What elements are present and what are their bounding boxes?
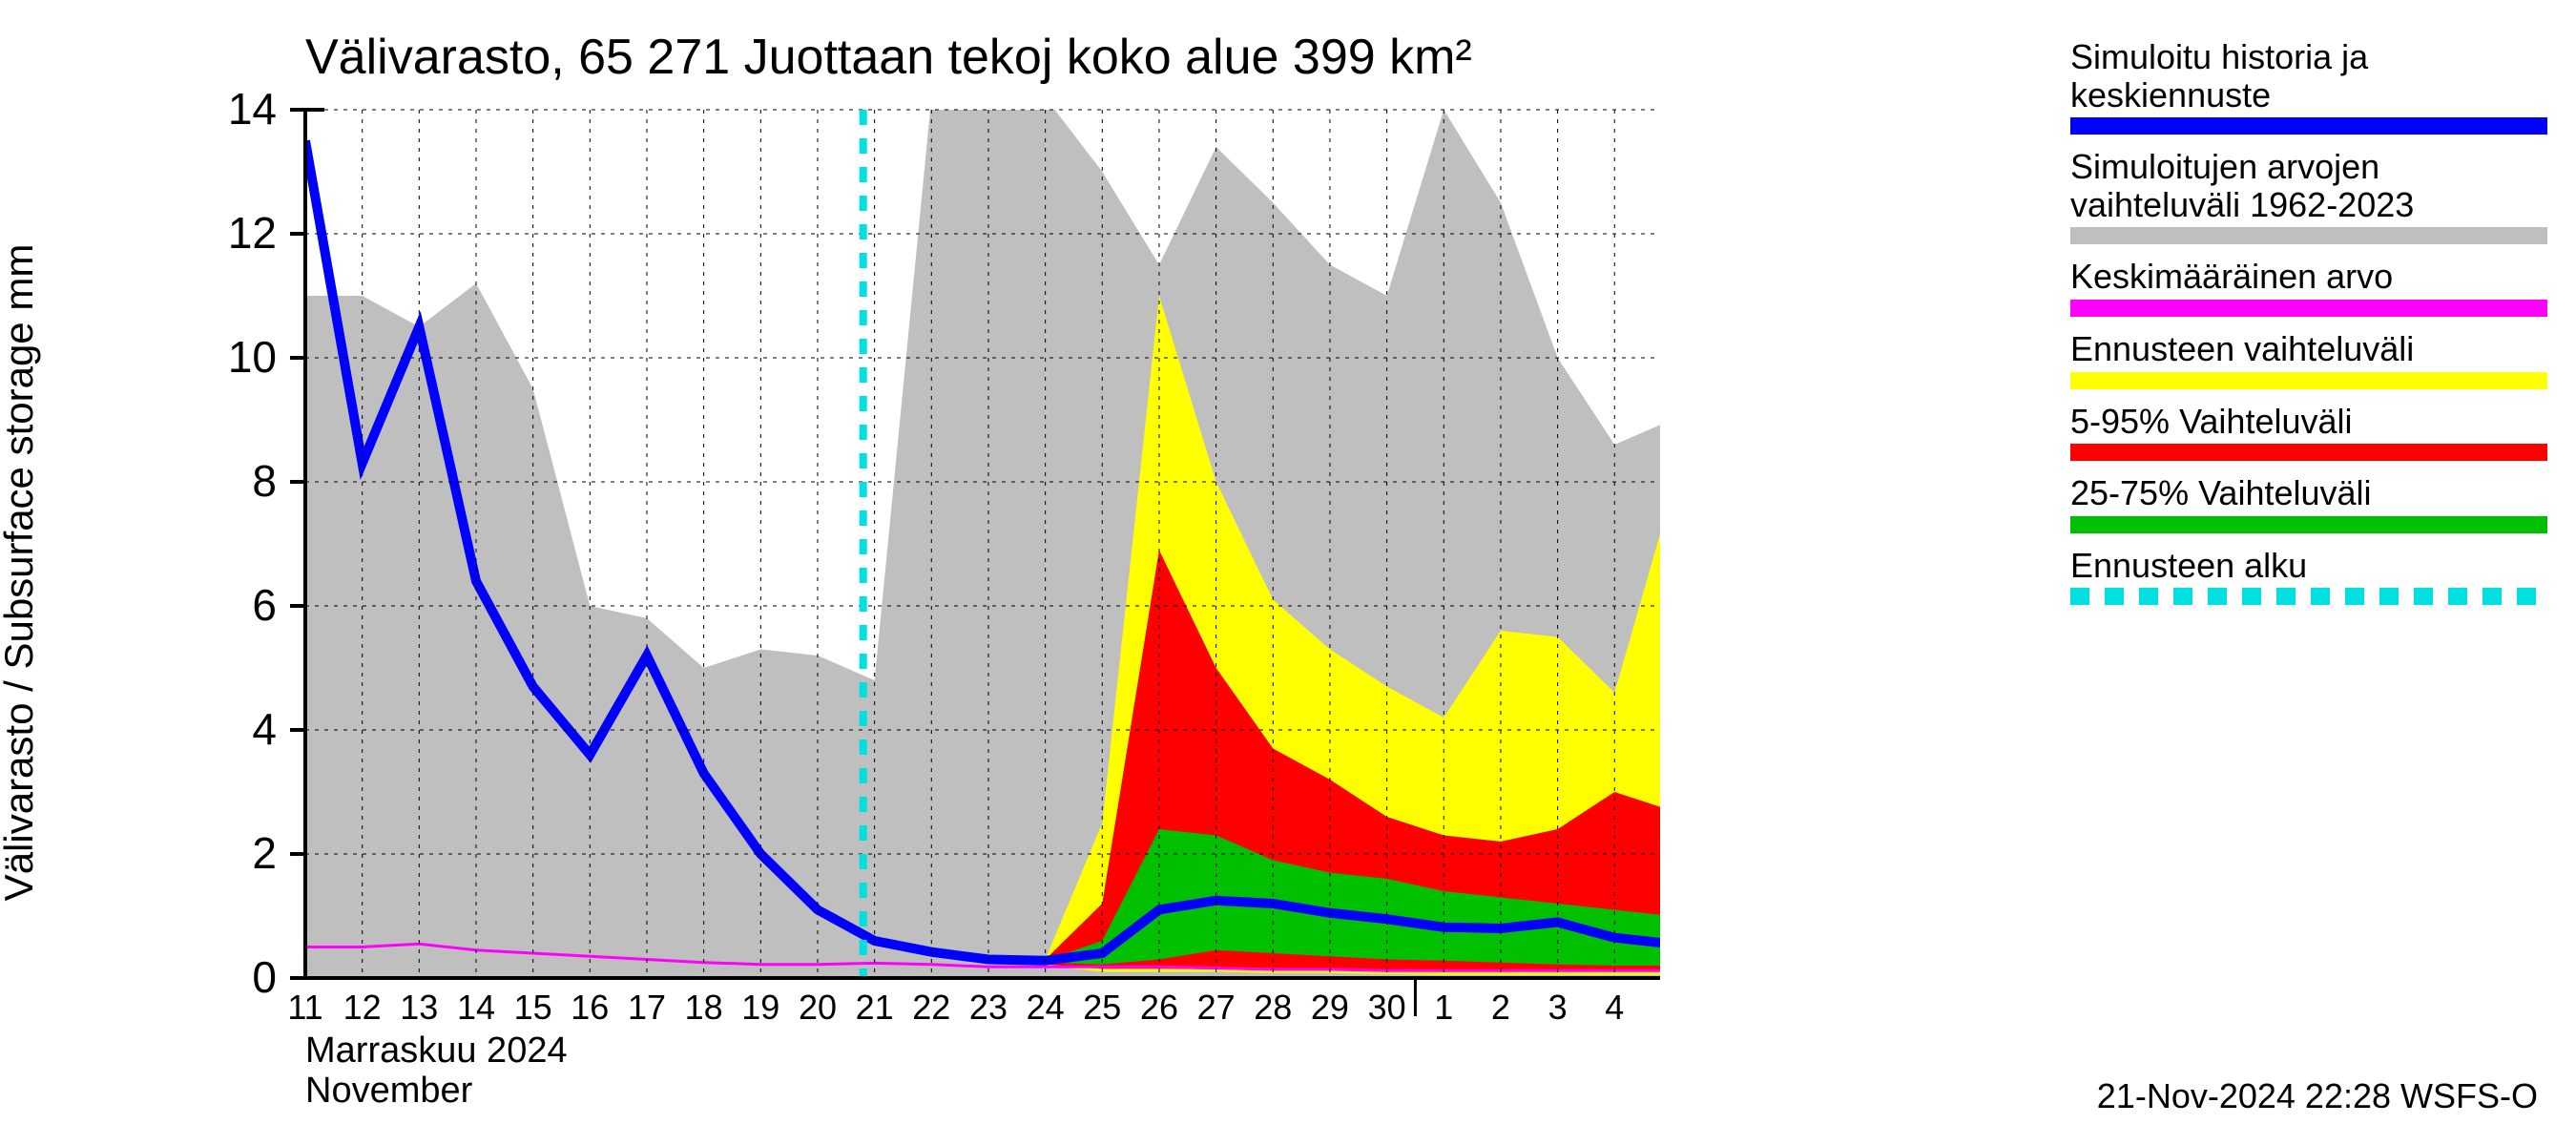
legend-label: Ennusteen vaihteluväli <box>2070 330 2547 368</box>
x-tick-label: 2 <box>1491 988 1510 1028</box>
chart-title: Välivarasto, 65 271 Juottaan tekoj koko … <box>305 29 1472 86</box>
timestamp-label: 21-Nov-2024 22:28 WSFS-O <box>2097 1076 2538 1116</box>
y-tick-label: 4 <box>181 703 277 755</box>
x-tick-label: 13 <box>400 988 438 1028</box>
x-tick-label: 11 <box>287 988 322 1028</box>
month-label-fi: Marraskuu 2024 <box>305 1030 568 1072</box>
x-tick-label: 21 <box>856 988 894 1028</box>
x-tick-label: 15 <box>514 988 552 1028</box>
x-tick-label: 24 <box>1027 988 1065 1028</box>
legend-label: 25-75% Vaihteluväli <box>2070 474 2547 512</box>
x-tick-label: 3 <box>1548 988 1568 1028</box>
legend-swatch <box>2070 117 2547 135</box>
legend-label: Simuloitu historia ja keskiennuste <box>2070 38 2547 114</box>
x-tick-label: 1 <box>1434 988 1453 1028</box>
x-tick-label: 30 <box>1368 988 1406 1028</box>
x-tick-label: 23 <box>969 988 1008 1028</box>
chart-container: Välivarasto / Subsurface storage mm Väli… <box>0 0 2576 1145</box>
x-tick-label: 14 <box>457 988 495 1028</box>
x-tick-label: 27 <box>1197 988 1236 1028</box>
x-tick-label: 17 <box>628 988 666 1028</box>
x-tick-label: 16 <box>571 988 609 1028</box>
legend-swatch <box>2070 588 2547 605</box>
x-tick-label: 12 <box>343 988 382 1028</box>
x-tick-label: 25 <box>1083 988 1121 1028</box>
y-tick-label: 12 <box>181 207 277 259</box>
y-tick-label: 6 <box>181 579 277 631</box>
legend-label: Keskimääräinen arvo <box>2070 258 2547 296</box>
legend-swatch <box>2070 516 2547 533</box>
legend-label: Simuloitujen arvojen vaihteluväli 1962-2… <box>2070 148 2547 223</box>
x-tick-label: 19 <box>741 988 779 1028</box>
x-tick-label: 4 <box>1605 988 1624 1028</box>
legend-label: Ennusteen alku <box>2070 547 2547 585</box>
legend-swatch <box>2070 227 2547 244</box>
x-tick-label: 20 <box>799 988 837 1028</box>
y-tick-label: 2 <box>181 827 277 879</box>
legend-swatch <box>2070 372 2547 389</box>
legend: Simuloitu historia ja keskiennuste Simulo… <box>2070 38 2547 618</box>
legend-swatch <box>2070 300 2547 317</box>
x-tick-label: 29 <box>1311 988 1349 1028</box>
legend-swatch <box>2070 444 2547 461</box>
y-tick-label: 10 <box>181 331 277 383</box>
x-tick-label: 22 <box>912 988 950 1028</box>
x-tick-label: 18 <box>685 988 723 1028</box>
month-label-en: November <box>305 1071 472 1112</box>
x-tick-label: 28 <box>1254 988 1292 1028</box>
legend-label: 5-95% Vaihteluväli <box>2070 403 2547 441</box>
x-tick-label: 26 <box>1140 988 1178 1028</box>
y-axis-label: Välivarasto / Subsurface storage mm <box>0 244 42 902</box>
y-tick-label: 14 <box>181 83 277 135</box>
y-tick-label: 8 <box>181 455 277 507</box>
y-tick-label: 0 <box>181 951 277 1003</box>
